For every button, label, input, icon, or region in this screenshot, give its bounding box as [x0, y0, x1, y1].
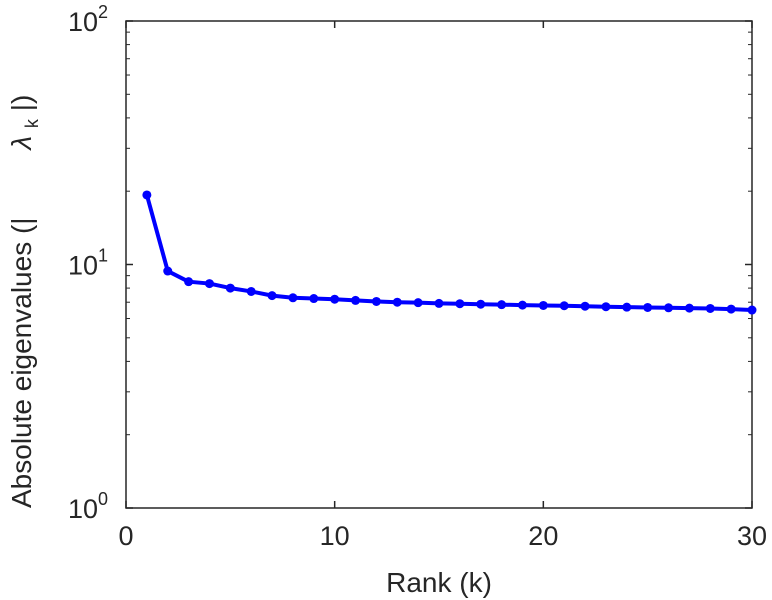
data-point — [517, 300, 527, 310]
y-axis-title-symbol: λ — [6, 136, 37, 152]
data-point — [246, 286, 256, 296]
data-point — [705, 303, 715, 313]
data-point — [622, 302, 632, 312]
data-point — [684, 303, 694, 313]
y-axis-title-subscript: k — [22, 118, 42, 128]
plot-frame — [125, 20, 753, 509]
data-point — [204, 279, 214, 289]
data-point — [726, 304, 736, 314]
data-point — [601, 302, 611, 312]
x-tick-label: 30 — [737, 521, 767, 551]
data-point — [371, 296, 381, 306]
data-point — [330, 294, 340, 304]
data-point — [559, 301, 569, 311]
y-tick-label: 102 — [68, 2, 108, 37]
data-point — [392, 297, 402, 307]
data-point — [267, 291, 277, 301]
data-point — [747, 305, 757, 315]
data-point — [288, 293, 298, 303]
x-tick-label: 20 — [528, 521, 558, 551]
data-point — [351, 295, 361, 305]
data-point — [413, 298, 423, 308]
plot-area — [125, 20, 753, 509]
data-point — [184, 277, 194, 287]
data-point — [434, 298, 444, 308]
data-point — [580, 301, 590, 311]
data-point — [163, 266, 173, 276]
data-point — [497, 300, 507, 310]
data-point — [142, 190, 152, 200]
series-line — [144, 194, 753, 313]
data-point — [309, 294, 319, 304]
data-point — [664, 303, 674, 313]
data-point — [455, 299, 465, 309]
y-axis-title-close: |) — [6, 95, 37, 112]
data-point — [643, 302, 653, 312]
data-point — [225, 283, 235, 293]
data-point — [476, 299, 486, 309]
y-axis-title-text: Absolute eigenvalues (| — [6, 217, 37, 508]
x-axis-title: Rank (k) — [386, 567, 492, 598]
axis-tick-labels: 0 10 20 30 100 101 102 — [68, 2, 767, 551]
x-tick-label: 10 — [320, 521, 350, 551]
x-tick-label: 0 — [118, 521, 133, 551]
data-point — [538, 300, 548, 310]
y-tick-label: 101 — [68, 246, 108, 281]
y-axis-title: Absolute eigenvalues (| λ k |) — [6, 95, 44, 508]
y-tick-label: 100 — [68, 489, 108, 524]
axis-ticks — [125, 20, 753, 509]
series-layer — [142, 190, 757, 315]
